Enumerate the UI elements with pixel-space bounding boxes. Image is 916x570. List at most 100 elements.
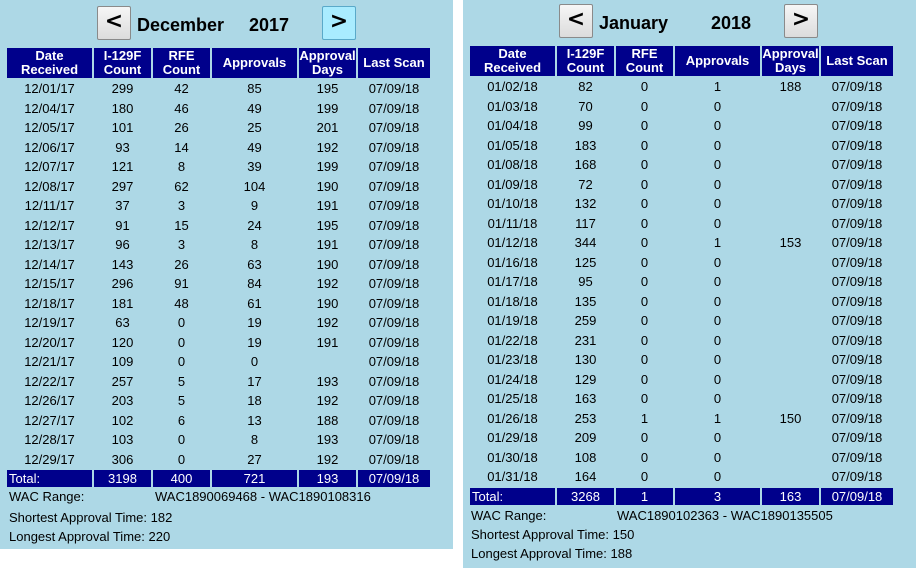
date-received-cell: 12/01/17 (24, 81, 75, 97)
results-table: Date Received I-129F Count RFE Count Approv… (468, 44, 895, 507)
shortest-approval-value: 150 (612, 527, 635, 542)
approval-days-cell: 150 (779, 410, 802, 426)
wac-range-value: WAC1890069468 - WAC1890108316 (155, 489, 371, 504)
table-row: 01/16/18 125 0 0 07/09/18 (470, 254, 893, 272)
approval-days-cell: 199 (316, 100, 339, 116)
prev-month-button[interactable]: < (559, 4, 593, 38)
date-received-cell: 12/15/17 (24, 276, 75, 292)
i129f-count-cell: 296 (111, 276, 134, 292)
approvals-cell: 0 (713, 137, 722, 153)
total-row: Total: 3268 1 3 163 07/09/18 (470, 487, 893, 505)
approval-days-cell: 199 (316, 159, 339, 175)
approvals-cell: 24 (247, 217, 262, 233)
wac-range-row: WAC Range: WAC1890069468 - WAC1890108316 (9, 489, 371, 504)
approvals-cell: 39 (247, 159, 262, 175)
table-row: 01/31/18 164 0 0 07/09/18 (470, 468, 893, 486)
table-row: 01/19/18 259 0 0 07/09/18 (470, 312, 893, 330)
last-scan-cell: 07/09/18 (831, 332, 883, 348)
approval-days-cell: 195 (316, 81, 339, 97)
rfe-count-cell: 0 (640, 254, 649, 270)
table-row: 12/11/17 37 3 9 191 07/09/18 (7, 197, 430, 215)
date-received-cell: 12/12/17 (24, 217, 75, 233)
i129f-count-cell: 63 (115, 315, 130, 331)
approvals-cell: 0 (713, 469, 722, 485)
next-month-button[interactable]: > (784, 4, 818, 38)
approval-days-cell: 190 (316, 295, 339, 311)
rfe-count-cell: 8 (177, 159, 186, 175)
approvals-cell: 18 (247, 393, 262, 409)
table-row: 12/15/17 296 91 84 192 07/09/18 (7, 275, 430, 293)
date-received-cell: 01/08/18 (487, 157, 538, 173)
last-scan-cell: 07/09/18 (368, 256, 420, 272)
table-row: 01/18/18 135 0 0 07/09/18 (470, 293, 893, 311)
date-received-cell: 12/08/17 (24, 178, 75, 194)
approvals-cell: 0 (713, 157, 722, 173)
approval-days-cell: 191 (316, 334, 339, 350)
rfe-count-cell: 0 (640, 274, 649, 290)
approval-days-cell: 192 (316, 451, 339, 467)
december-2017-panel: < December 2017 > Date Received I-129F Co… (0, 0, 453, 549)
i129f-count-cell: 101 (111, 120, 134, 136)
approval-days-cell (762, 98, 819, 116)
date-received-cell: 01/11/18 (487, 215, 538, 231)
last-scan-cell: 07/09/18 (831, 157, 883, 173)
total-approval-days-cell: 193 (299, 470, 356, 487)
rfe-count-cell: 5 (177, 393, 186, 409)
table-row: 01/03/18 70 0 0 07/09/18 (470, 98, 893, 116)
rfe-count-cell: 1 (640, 410, 649, 426)
shortest-approval-label: Shortest Approval Time: (471, 527, 610, 542)
wac-range-label: WAC Range: (471, 508, 547, 523)
chevron-right-icon: > (791, 7, 811, 32)
rfe-count-cell: 0 (640, 391, 649, 407)
table-row: 12/19/17 63 0 19 192 07/09/18 (7, 314, 430, 332)
chevron-left-icon: < (566, 7, 586, 32)
table-row: 12/12/17 91 15 24 195 07/09/18 (7, 217, 430, 235)
approval-days-cell: 190 (316, 178, 339, 194)
last-scan-cell: 07/09/18 (368, 432, 420, 448)
i129f-count-cell: 129 (574, 371, 597, 387)
january-2018-panel: < January 2018 > Date Received I-129F Cou… (463, 0, 916, 568)
i129f-count-cell: 180 (111, 100, 134, 116)
approval-days-cell: 195 (316, 217, 339, 233)
last-scan-cell: 07/09/18 (831, 371, 883, 387)
last-scan-cell: 07/09/18 (831, 254, 883, 270)
approval-days-cell (299, 353, 356, 371)
approval-days-cell (762, 390, 819, 408)
approval-days-cell (762, 117, 819, 135)
rfe-count-cell: 0 (640, 449, 649, 465)
rfe-count-cell: 0 (640, 157, 649, 173)
approvals-cell: 0 (713, 98, 722, 114)
last-scan-cell: 07/09/18 (368, 81, 420, 97)
last-scan-cell: 07/09/18 (368, 451, 420, 467)
date-received-cell: 12/20/17 (24, 334, 75, 350)
table-row: 12/28/17 103 0 8 193 07/09/18 (7, 431, 430, 449)
date-received-cell: 01/10/18 (487, 196, 538, 212)
approval-days-cell (762, 332, 819, 350)
approval-days-cell: 188 (316, 412, 339, 428)
date-received-cell: 12/21/17 (24, 354, 75, 370)
last-scan-cell: 07/09/18 (368, 315, 420, 331)
prev-month-button[interactable]: < (97, 6, 131, 40)
last-scan-cell: 07/09/18 (368, 393, 420, 409)
table-row: 01/22/18 231 0 0 07/09/18 (470, 332, 893, 350)
chevron-left-icon: < (104, 9, 124, 34)
date-received-cell: 01/02/18 (487, 79, 538, 95)
i129f-count-cell: 183 (574, 137, 597, 153)
last-scan-cell: 07/09/18 (368, 354, 420, 370)
total-rfe-count-cell: 1 (616, 487, 673, 505)
table-row: 01/26/18 253 1 1 150 07/09/18 (470, 410, 893, 428)
i129f-count-cell: 209 (574, 430, 597, 446)
month-title: January (599, 13, 669, 33)
rfe-count-cell: 0 (640, 352, 649, 368)
date-received-cell: 12/07/17 (24, 159, 75, 175)
next-month-button[interactable]: > (322, 6, 356, 40)
i129f-count-cell: 91 (115, 217, 130, 233)
approvals-cell: 0 (713, 352, 722, 368)
rfe-count-cell: 0 (640, 98, 649, 114)
header-approvals: Approvals (212, 48, 297, 78)
last-scan-cell: 07/09/18 (831, 391, 883, 407)
i129f-count-cell: 72 (578, 176, 593, 192)
date-received-cell: 01/31/18 (487, 469, 538, 485)
rfe-count-cell: 0 (640, 79, 649, 95)
i129f-count-cell: 344 (574, 235, 597, 251)
